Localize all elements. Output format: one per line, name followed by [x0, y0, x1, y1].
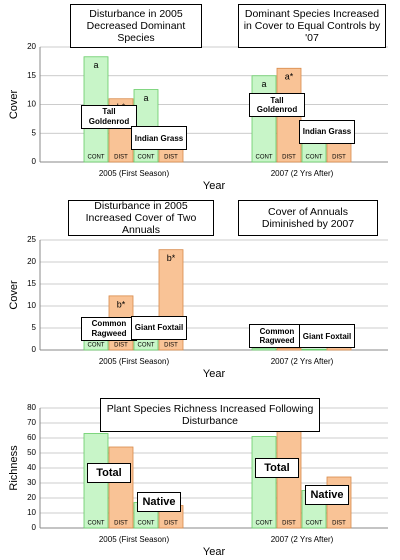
- y-tick-label: 25: [27, 235, 36, 244]
- species-label: Native: [305, 484, 349, 505]
- series-label: DIST: [164, 155, 178, 161]
- chart-title: Disturbance in 2005 Increased Cover of T…: [68, 200, 214, 236]
- y-tick-label: 20: [27, 257, 36, 266]
- y-tick-label: 60: [27, 433, 36, 442]
- series-label: CONT: [306, 155, 323, 161]
- y-tick-label: 15: [27, 71, 36, 80]
- value-label: b*: [167, 253, 176, 263]
- series-label: DIST: [114, 343, 128, 349]
- species-label: Common Ragweed: [81, 316, 137, 341]
- y-tick-label: 0: [32, 523, 37, 532]
- series-label: DIST: [164, 343, 178, 349]
- y-tick-label: 0: [32, 345, 37, 354]
- y-tick-label: 10: [27, 100, 36, 109]
- group-label: 2005 (First Season): [99, 169, 170, 178]
- y-axis-label: Cover: [8, 89, 20, 119]
- species-label: Tall Goldenrod: [81, 104, 137, 129]
- value-label: b*: [117, 299, 126, 309]
- series-label: CONT: [306, 521, 323, 527]
- series-label: DIST: [332, 155, 346, 161]
- series-label: DIST: [282, 155, 296, 161]
- species-label: Indian Grass: [131, 126, 187, 151]
- value-label: a: [93, 60, 98, 70]
- series-label: CONT: [88, 155, 105, 161]
- value-label: a: [261, 79, 266, 89]
- species-label: Giant Foxtail: [299, 324, 355, 349]
- value-label: a: [143, 93, 148, 103]
- y-tick-label: 40: [27, 463, 36, 472]
- series-label: CONT: [138, 521, 155, 527]
- group-label: 2007 (2 Yrs After): [271, 535, 334, 544]
- bar: [108, 446, 134, 529]
- species-label: Tall Goldenrod: [249, 93, 305, 118]
- series-label: CONT: [88, 521, 105, 527]
- series-label: CONT: [138, 343, 155, 349]
- chart-title: Plant Species Richness Increased Followi…: [100, 398, 320, 432]
- species-label: Total: [255, 457, 299, 478]
- bar: [251, 348, 277, 351]
- x-axis-label: Year: [203, 180, 226, 192]
- chart-title: Dominant Species Increased in Cover to E…: [238, 4, 386, 48]
- species-label: Common Ragweed: [249, 324, 305, 349]
- series-label: DIST: [164, 521, 178, 527]
- group-label: 2005 (First Season): [99, 357, 170, 366]
- species-label: Giant Foxtail: [131, 316, 187, 340]
- y-tick-label: 0: [32, 157, 37, 166]
- bar: [276, 347, 302, 351]
- series-label: DIST: [332, 521, 346, 527]
- y-tick-label: 15: [27, 279, 36, 288]
- series-label: DIST: [114, 521, 128, 527]
- y-tick-label: 20: [27, 42, 36, 51]
- y-tick-label: 5: [32, 323, 37, 332]
- y-tick-label: 10: [27, 508, 36, 517]
- value-label: a*: [285, 72, 294, 82]
- bar: [251, 436, 277, 529]
- series-label: CONT: [88, 343, 105, 349]
- y-axis-label: Cover: [8, 280, 20, 310]
- bar: [251, 75, 277, 163]
- series-label: DIST: [114, 155, 128, 161]
- y-tick-label: 80: [27, 403, 36, 412]
- series-label: DIST: [282, 521, 296, 527]
- y-tick-label: 70: [27, 418, 36, 427]
- series-label: CONT: [138, 155, 155, 161]
- chart-title: Disturbance in 2005 Decreased Dominant S…: [70, 4, 202, 48]
- y-axis-label: Richness: [8, 445, 20, 491]
- y-tick-label: 5: [32, 128, 37, 137]
- group-label: 2007 (2 Yrs After): [271, 357, 334, 366]
- bar: [301, 348, 327, 351]
- x-axis-label: Year: [203, 546, 226, 558]
- chart-title: Cover of Annuals Diminished by 2007: [238, 200, 378, 236]
- series-label: CONT: [256, 155, 273, 161]
- series-label: CONT: [256, 521, 273, 527]
- group-label: 2005 (First Season): [99, 535, 170, 544]
- y-tick-label: 50: [27, 448, 36, 457]
- species-label: Indian Grass: [299, 119, 355, 144]
- y-tick-label: 20: [27, 493, 36, 502]
- species-label: Native: [137, 492, 181, 513]
- x-axis-label: Year: [203, 368, 226, 380]
- y-tick-label: 10: [27, 301, 36, 310]
- group-label: 2007 (2 Yrs After): [271, 169, 334, 178]
- y-tick-label: 30: [27, 478, 36, 487]
- species-label: Total: [87, 463, 131, 484]
